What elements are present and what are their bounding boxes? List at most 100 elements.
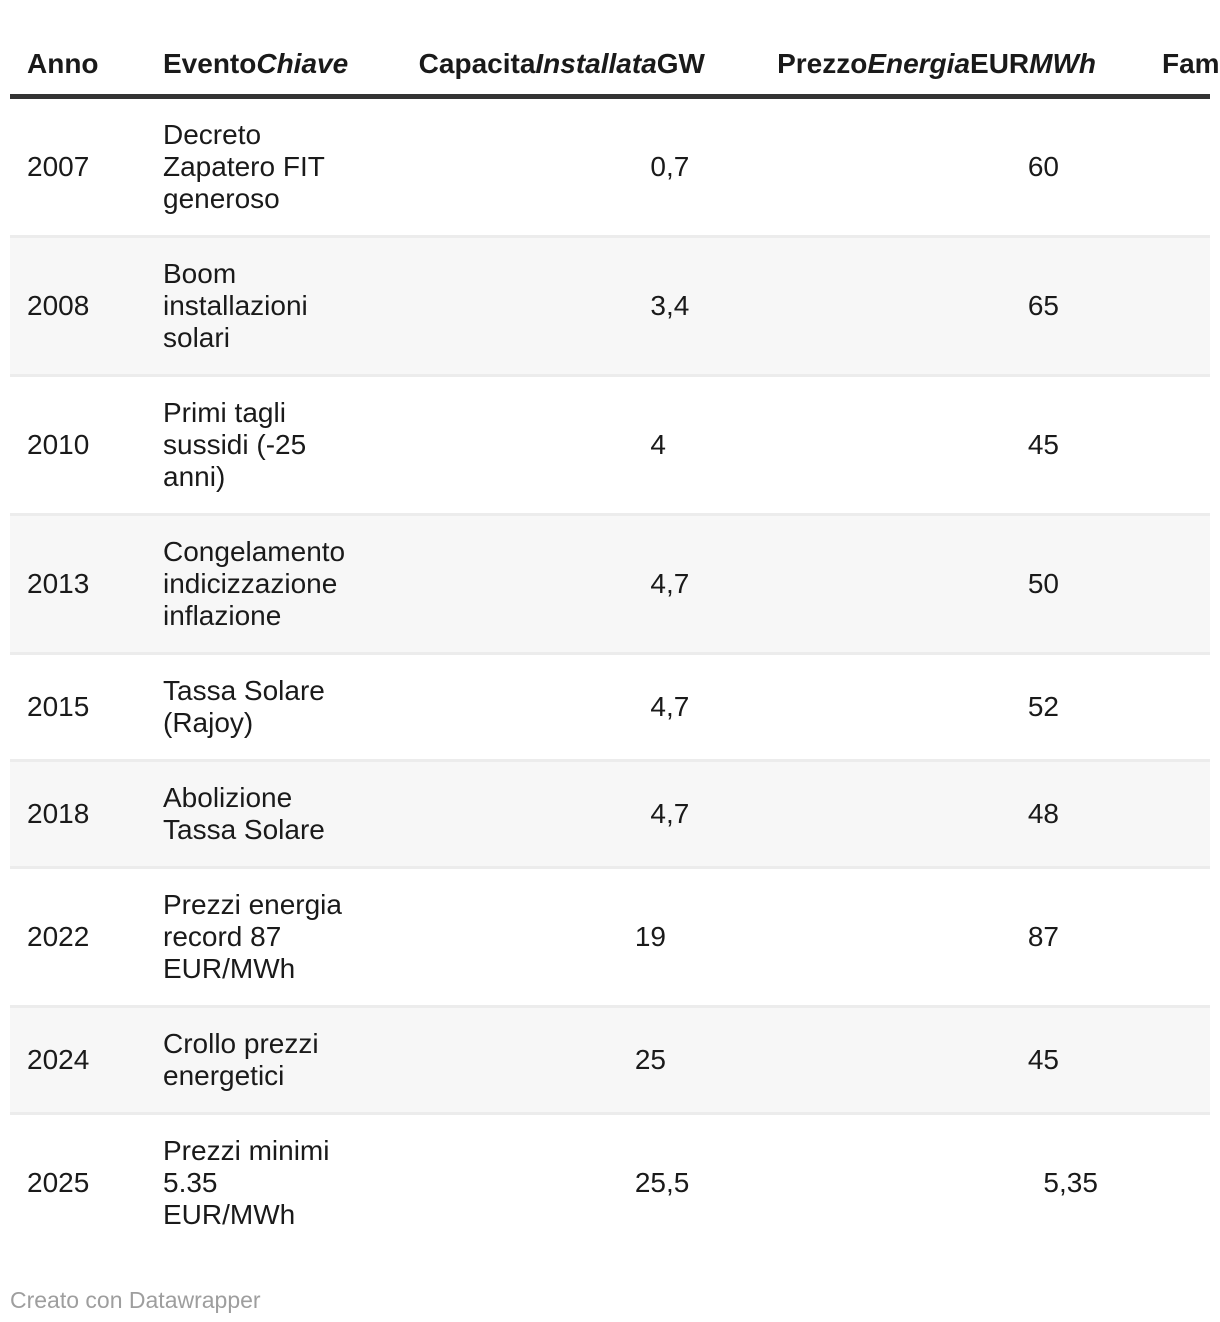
header-label: Capacita bbox=[418, 48, 536, 79]
capacity-cell: 3,4 bbox=[400, 235, 710, 376]
table-row: 2013 Congelamento indicizzazione inflazi… bbox=[10, 513, 1210, 654]
price-decimal bbox=[1059, 151, 1096, 183]
truncated-cell bbox=[1100, 513, 1210, 654]
header-label-italic: Chiave bbox=[256, 48, 349, 79]
capacity-decimal: ,5 bbox=[666, 1167, 690, 1198]
price-value: 48 bbox=[1027, 798, 1059, 829]
price-value: 52 bbox=[1027, 691, 1059, 722]
table-row: 2010 Primi tagli sussidi (-25 anni) 4 45 bbox=[10, 374, 1210, 515]
price-decimal: ,35 bbox=[1059, 1167, 1098, 1198]
capacity-cell: 4 bbox=[400, 374, 710, 515]
column-header-truncated: Fam bbox=[1100, 0, 1220, 99]
price-cell: 48 bbox=[710, 759, 1100, 868]
event-cell: Congelamento indicizzazione inflazione bbox=[153, 513, 400, 654]
price-cell: 52 bbox=[710, 652, 1100, 761]
table-row: 2025 Prezzi minimi 5.35 EUR/MWh 25,5 5,3… bbox=[10, 1112, 1210, 1251]
price-value: 60 bbox=[1027, 151, 1059, 182]
price-decimal bbox=[1059, 798, 1096, 830]
truncated-cell bbox=[1100, 759, 1210, 868]
event-cell: Tassa Solare (Rajoy) bbox=[153, 652, 400, 761]
table-row: 2007 Decreto Zapatero FIT generoso 0,7 6… bbox=[10, 96, 1210, 237]
capacity-cell: 4,7 bbox=[400, 759, 710, 868]
price-value: 65 bbox=[1027, 290, 1059, 321]
capacity-value: 25 bbox=[634, 1044, 666, 1075]
price-value: 45 bbox=[1027, 429, 1059, 460]
year-cell: 2008 bbox=[10, 235, 153, 376]
capacity-cell: 4,7 bbox=[400, 652, 710, 761]
price-decimal bbox=[1059, 429, 1096, 461]
truncated-cell bbox=[1100, 97, 1210, 237]
datawrapper-credit-link[interactable]: Creato con Datawrapper bbox=[10, 1287, 261, 1313]
data-table: Anno EventoChiave CapacitaInstallataGW P… bbox=[10, 0, 1220, 1251]
capacity-value: 4 bbox=[650, 429, 666, 460]
price-decimal bbox=[1059, 921, 1096, 953]
year-cell: 2024 bbox=[10, 1005, 153, 1114]
capacity-value: 0 bbox=[650, 151, 666, 182]
capacity-value: 3 bbox=[650, 290, 666, 321]
truncated-cell bbox=[1100, 235, 1210, 376]
capacity-value: 19 bbox=[634, 921, 666, 952]
table-header: Anno EventoChiave CapacitaInstallataGW P… bbox=[10, 0, 1220, 99]
capacity-decimal bbox=[666, 429, 689, 461]
header-label: Anno bbox=[27, 48, 99, 79]
price-cell: 45 bbox=[710, 1005, 1100, 1114]
header-label-italic: Installata bbox=[535, 48, 657, 79]
truncated-cell bbox=[1100, 866, 1210, 1007]
table-row: 2024 Crollo prezzi energetici 25 45 bbox=[10, 1005, 1210, 1114]
table-row: 2018 Abolizione Tassa Solare 4,7 48 bbox=[10, 759, 1210, 868]
capacity-value: 4 bbox=[650, 798, 666, 829]
price-cell: 50 bbox=[710, 513, 1100, 654]
header-label: Fam bbox=[1162, 48, 1220, 79]
truncated-cell bbox=[1100, 652, 1210, 761]
header-label: Prezzo bbox=[777, 48, 868, 79]
event-cell: Decreto Zapatero FIT generoso bbox=[163, 119, 325, 214]
capacity-decimal: ,4 bbox=[666, 290, 690, 321]
truncated-cell bbox=[1100, 374, 1210, 515]
year-cell: 2022 bbox=[10, 866, 153, 1007]
capacity-decimal: ,7 bbox=[666, 568, 690, 599]
capacity-decimal bbox=[666, 921, 689, 953]
price-value: 5 bbox=[1043, 1167, 1059, 1198]
truncated-cell bbox=[1100, 1005, 1210, 1114]
event-cell: Primi tagli sussidi (-25 anni) bbox=[153, 374, 400, 515]
year-cell: 2007 bbox=[27, 151, 90, 182]
table-row: 2022 Prezzi energia record 87 EUR/MWh 19… bbox=[10, 866, 1210, 1007]
capacity-cell: 0,7 bbox=[400, 97, 710, 237]
header-label-italic: MWh bbox=[1029, 48, 1096, 79]
price-cell: 87 bbox=[710, 866, 1100, 1007]
column-header-anno: Anno bbox=[10, 0, 153, 99]
column-header-capacita-installata-gw: CapacitaInstallataGW bbox=[400, 0, 710, 99]
price-cell: 65 bbox=[710, 235, 1100, 376]
capacity-decimal bbox=[666, 1044, 689, 1076]
table-row: 2015 Tassa Solare (Rajoy) 4,7 52 bbox=[10, 652, 1210, 761]
price-cell: 45 bbox=[710, 374, 1100, 515]
capacity-value: 4 bbox=[650, 568, 666, 599]
capacity-cell: 19 bbox=[400, 866, 710, 1007]
column-header-prezzo-energia-eur-mwh: PrezzoEnergiaEURMWh bbox=[710, 0, 1100, 99]
table-row: 2008 Boom installazioni solari 3,4 65 bbox=[10, 235, 1210, 376]
capacity-decimal: ,7 bbox=[666, 691, 690, 722]
event-cell: Crollo prezzi energetici bbox=[153, 1005, 400, 1114]
truncated-cell bbox=[1100, 1112, 1210, 1251]
year-cell: 2025 bbox=[10, 1112, 153, 1251]
capacity-decimal: ,7 bbox=[666, 798, 690, 829]
table-body: 2007 Decreto Zapatero FIT generoso 0,7 6… bbox=[10, 96, 1210, 1251]
capacity-decimal: ,7 bbox=[666, 151, 690, 182]
price-decimal bbox=[1059, 691, 1096, 723]
event-cell: Prezzi minimi 5.35 EUR/MWh bbox=[153, 1112, 400, 1251]
price-decimal bbox=[1059, 290, 1096, 322]
column-header-evento-chiave: EventoChiave bbox=[153, 0, 400, 99]
capacity-value: 4 bbox=[650, 691, 666, 722]
price-cell: 5,35 bbox=[710, 1112, 1100, 1251]
header-label-italic: Energia bbox=[867, 48, 971, 79]
year-cell: 2010 bbox=[10, 374, 153, 515]
capacity-cell: 4,7 bbox=[400, 513, 710, 654]
price-cell: 60 bbox=[710, 97, 1100, 237]
event-cell: Boom installazioni solari bbox=[153, 235, 400, 376]
year-cell: 2018 bbox=[10, 759, 153, 868]
header-label: EUR bbox=[970, 48, 1030, 79]
event-cell: Abolizione Tassa Solare bbox=[153, 759, 400, 868]
capacity-cell: 25 bbox=[400, 1005, 710, 1114]
header-row: Anno EventoChiave CapacitaInstallataGW P… bbox=[10, 0, 1220, 99]
